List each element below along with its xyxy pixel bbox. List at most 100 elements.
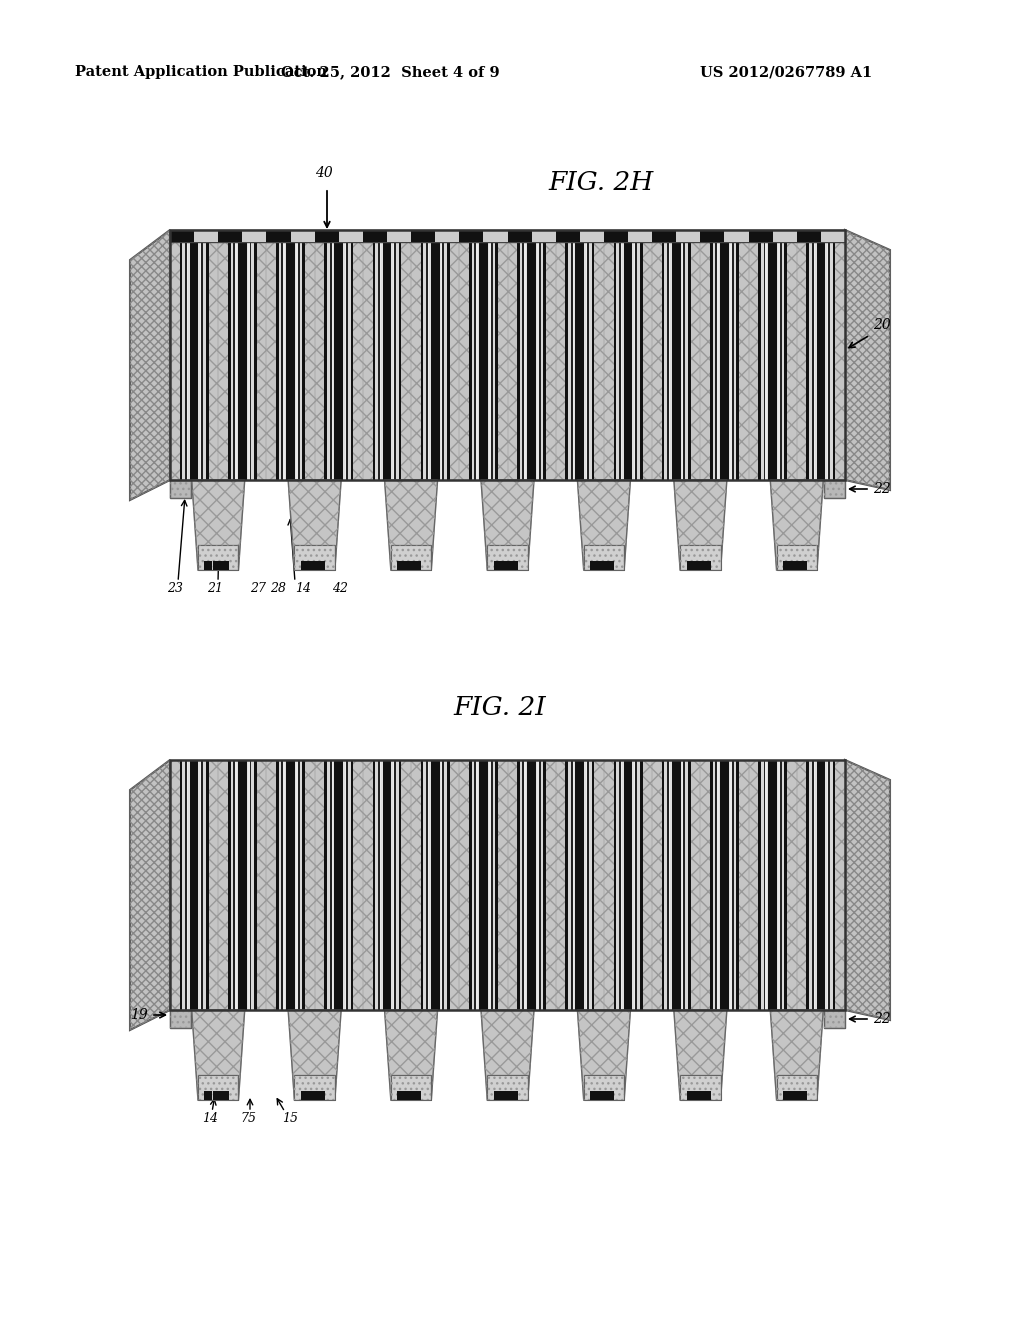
Bar xyxy=(276,230,279,480)
Bar xyxy=(228,230,230,480)
Bar xyxy=(325,230,353,480)
Bar xyxy=(442,230,444,480)
Bar xyxy=(764,760,782,1010)
Bar xyxy=(291,230,314,242)
Bar xyxy=(767,230,768,480)
Bar xyxy=(783,561,791,570)
Bar xyxy=(421,230,450,480)
Bar xyxy=(373,760,401,1010)
Bar xyxy=(325,230,327,480)
Bar xyxy=(469,230,498,480)
Bar xyxy=(295,230,296,480)
Bar xyxy=(758,230,787,480)
Bar xyxy=(218,230,243,242)
Bar xyxy=(330,230,332,480)
Bar xyxy=(565,230,568,480)
Bar xyxy=(325,760,327,1010)
Bar xyxy=(570,760,589,1010)
Bar xyxy=(188,760,189,1010)
Bar xyxy=(282,230,300,480)
Bar xyxy=(254,230,257,480)
Bar xyxy=(628,230,652,242)
Polygon shape xyxy=(294,545,335,570)
Bar xyxy=(527,760,536,1010)
Bar xyxy=(243,230,266,242)
Bar xyxy=(527,230,536,480)
Bar xyxy=(266,760,314,1010)
Bar xyxy=(199,760,200,1010)
Bar xyxy=(783,1092,791,1100)
Polygon shape xyxy=(776,1074,817,1100)
Bar xyxy=(536,230,538,480)
Bar xyxy=(681,230,682,480)
Bar xyxy=(426,230,444,480)
Text: 22: 22 xyxy=(873,1012,891,1026)
Bar xyxy=(633,760,634,1010)
Bar xyxy=(170,230,218,480)
Bar xyxy=(565,760,594,1010)
Bar xyxy=(758,230,761,480)
Text: 75: 75 xyxy=(240,1111,256,1125)
Bar xyxy=(816,230,825,480)
Bar xyxy=(556,230,604,480)
Bar xyxy=(266,760,314,1010)
Bar xyxy=(508,760,556,1010)
Bar xyxy=(613,760,616,1010)
Bar xyxy=(686,1092,694,1100)
Bar xyxy=(378,760,396,1010)
Bar xyxy=(716,760,717,1010)
Polygon shape xyxy=(385,480,437,570)
Bar xyxy=(494,1092,502,1100)
Bar xyxy=(828,230,830,480)
Polygon shape xyxy=(584,545,625,570)
Bar xyxy=(574,230,575,480)
Bar xyxy=(170,480,191,498)
Bar xyxy=(736,230,739,480)
Bar xyxy=(710,230,713,480)
Bar xyxy=(350,760,353,1010)
Bar xyxy=(671,760,672,1010)
Bar xyxy=(606,1092,614,1100)
Bar xyxy=(189,230,199,480)
Bar xyxy=(309,561,321,570)
Bar xyxy=(525,760,527,1010)
Polygon shape xyxy=(578,480,631,570)
Bar xyxy=(314,760,362,1010)
Bar xyxy=(266,230,314,480)
Bar xyxy=(188,230,189,480)
Bar xyxy=(247,760,248,1010)
Bar xyxy=(502,561,513,570)
Bar xyxy=(749,230,797,480)
Bar xyxy=(474,760,476,1010)
Bar xyxy=(170,760,218,1010)
Bar xyxy=(276,760,305,1010)
Bar xyxy=(362,230,411,480)
Polygon shape xyxy=(770,480,823,570)
Bar xyxy=(536,760,538,1010)
Bar xyxy=(667,760,685,1010)
Bar xyxy=(618,230,621,480)
Bar xyxy=(237,230,238,480)
Polygon shape xyxy=(674,480,727,570)
Bar xyxy=(276,230,305,480)
Bar xyxy=(587,760,589,1010)
Bar xyxy=(815,760,816,1010)
Bar xyxy=(179,760,209,1010)
Bar xyxy=(592,760,594,1010)
Bar xyxy=(812,230,814,480)
Bar xyxy=(683,760,685,1010)
Bar xyxy=(233,230,252,480)
Bar xyxy=(431,760,439,1010)
Bar xyxy=(556,760,604,1010)
Bar xyxy=(266,230,314,480)
Bar xyxy=(170,760,845,1010)
Bar xyxy=(411,230,435,242)
Bar xyxy=(421,760,423,1010)
Bar xyxy=(325,760,353,1010)
Bar xyxy=(667,230,669,480)
Bar xyxy=(286,760,295,1010)
Bar xyxy=(720,230,729,480)
Bar xyxy=(378,760,380,1010)
Bar xyxy=(218,230,266,480)
Text: 27: 27 xyxy=(250,582,266,595)
